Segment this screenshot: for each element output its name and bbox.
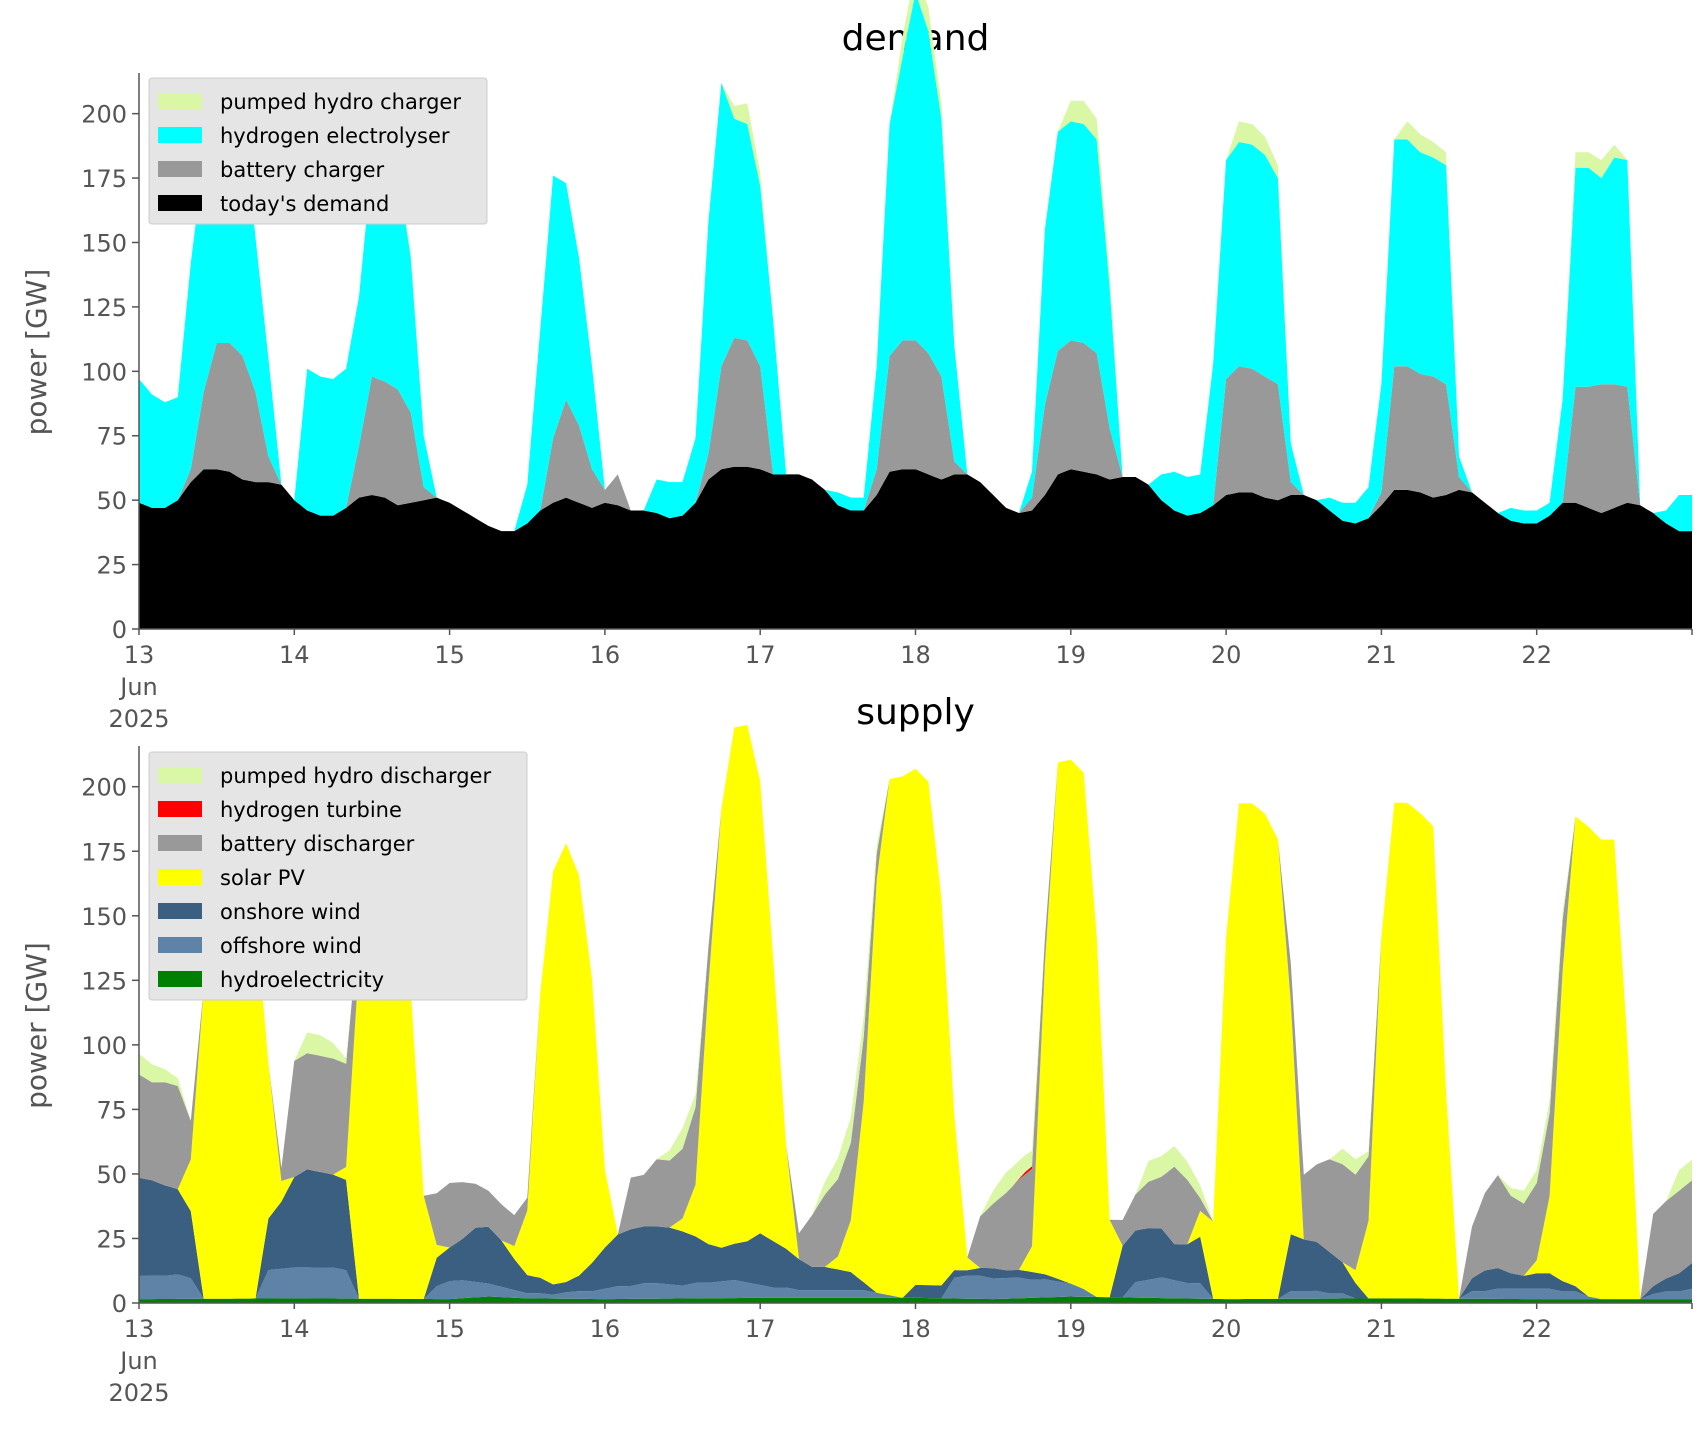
x-tick-label: 20 <box>1211 641 1242 669</box>
legend-swatch-solar-pv <box>158 869 202 885</box>
y-axis-label: power [GW] <box>20 269 53 436</box>
y-tick-label: 50 <box>96 487 127 515</box>
legend-swatch-pumped-hydro-discharger <box>158 767 202 783</box>
y-tick-label: 150 <box>81 229 127 257</box>
x-tick-label: 16 <box>590 1315 621 1343</box>
legend: pumped hydro charger hydrogen electrolyse… <box>148 77 488 225</box>
y-tick-label: 125 <box>81 294 127 322</box>
legend-swatch-battery-charger <box>158 161 202 177</box>
legend-swatch-hydrogen-turbine <box>158 801 202 817</box>
x-tick-label: 18 <box>900 1315 931 1343</box>
y-tick-label: 100 <box>81 1032 127 1060</box>
legend-label-today-s-demand: today's demand <box>220 192 389 216</box>
legend-label-solar-pv: solar PV <box>220 866 305 890</box>
area-battery-charger <box>139 337 1692 532</box>
legend-label-hydrogen-turbine: hydrogen turbine <box>220 798 402 822</box>
y-axis-label: power [GW] <box>20 942 53 1109</box>
x-tick-label: 13 <box>124 641 155 669</box>
y-tick-label: 25 <box>96 552 127 580</box>
legend-swatch-hydrogen-electrolyser <box>158 127 202 143</box>
legend-swatch-onshore-wind <box>158 903 202 919</box>
y-tick-label: 75 <box>96 423 127 451</box>
y-tick-label: 175 <box>81 838 127 866</box>
y-tick-label: 0 <box>112 616 127 644</box>
x-tick-label: 17 <box>745 1315 776 1343</box>
legend: pumped hydro discharger hydrogen turbine b… <box>148 751 528 1001</box>
area-hydrogen-electrolyser <box>139 0 1692 532</box>
legend-label-offshore-wind: offshore wind <box>220 934 362 958</box>
area-today-s-demand <box>139 466 1692 629</box>
x-tick-label: 21 <box>1366 1315 1397 1343</box>
area-onshore-wind <box>139 1169 1692 1300</box>
x-tick-label: 21 <box>1366 641 1397 669</box>
x-tick-label: 22 <box>1521 641 1552 669</box>
x-tick-label: 19 <box>1056 641 1087 669</box>
legend-swatch-pumped-hydro-charger <box>158 93 202 109</box>
x-tick-label: 14 <box>279 641 310 669</box>
y-tick-label: 50 <box>96 1161 127 1189</box>
series-group <box>139 0 1692 629</box>
legend-swatch-offshore-wind <box>158 937 202 953</box>
x-tick-label: 18 <box>900 641 931 669</box>
demand-panel: demand0255075100125150175200power [GW]13… <box>20 0 1693 733</box>
y-tick-label: 200 <box>81 101 127 129</box>
x-tick-label: 16 <box>590 641 621 669</box>
y-tick-label: 125 <box>81 967 127 995</box>
y-tick-label: 75 <box>96 1096 127 1124</box>
legend-box <box>148 77 488 225</box>
legend-label-battery-discharger: battery discharger <box>220 832 415 856</box>
x-tick-date-label: 2025 <box>108 1379 169 1407</box>
legend-label-pumped-hydro-charger: pumped hydro charger <box>220 90 461 114</box>
chart-title: supply <box>856 692 975 733</box>
x-tick-label: 20 <box>1211 1315 1242 1343</box>
area-offshore-wind <box>139 1267 1692 1300</box>
y-tick-label: 0 <box>112 1290 127 1318</box>
y-tick-label: 200 <box>81 774 127 802</box>
y-tick-label: 100 <box>81 358 127 386</box>
legend-swatch-hydroelectricity <box>158 971 202 987</box>
legend-swatch-today-s-demand <box>158 195 202 211</box>
legend-label-onshore-wind: onshore wind <box>220 900 361 924</box>
y-tick-label: 175 <box>81 165 127 193</box>
area-solar-pv <box>139 724 1692 1300</box>
x-tick-label: 19 <box>1056 1315 1087 1343</box>
x-tick-date-label: 2025 <box>108 705 169 733</box>
x-tick-label: 15 <box>434 1315 465 1343</box>
area-battery-discharger <box>139 724 1692 1300</box>
x-tick-label: 17 <box>745 641 776 669</box>
x-tick-label: 15 <box>434 641 465 669</box>
legend-label-hydroelectricity: hydroelectricity <box>220 968 384 992</box>
legend-swatch-battery-discharger <box>158 835 202 851</box>
series-group <box>139 724 1692 1303</box>
x-tick-label: 14 <box>279 1315 310 1343</box>
legend-label-battery-charger: battery charger <box>220 158 385 182</box>
y-tick-label: 25 <box>96 1225 127 1253</box>
legend-label-hydrogen-electrolyser: hydrogen electrolyser <box>220 124 450 148</box>
legend-box <box>148 751 528 1001</box>
area-hydroelectricity <box>139 1296 1692 1303</box>
y-tick-label: 150 <box>81 903 127 931</box>
x-tick-date-label: Jun <box>118 673 158 701</box>
x-tick-label: 13 <box>124 1315 155 1343</box>
legend-label-pumped-hydro-discharger: pumped hydro discharger <box>220 764 491 788</box>
supply-panel: supply 0 25 50 75 100 125 150 175 200 power [GW] 13… <box>20 692 1693 1407</box>
x-tick-date-label: Jun <box>118 1347 158 1375</box>
x-tick-label: 22 <box>1521 1315 1552 1343</box>
